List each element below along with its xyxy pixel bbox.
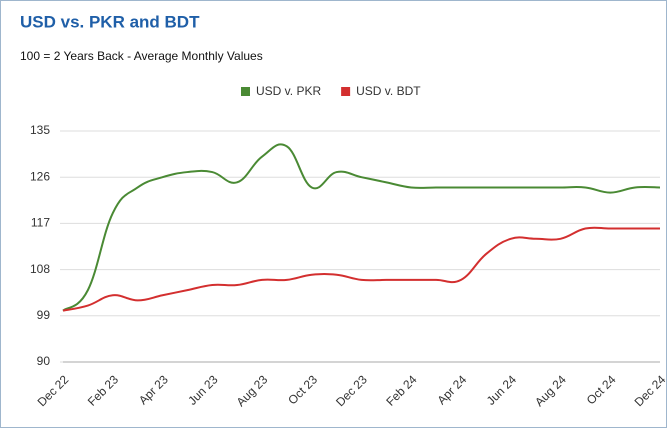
line xyxy=(62,226,661,312)
legend-swatch xyxy=(241,87,250,96)
y-tick-label: 90 xyxy=(37,354,51,368)
line xyxy=(62,143,661,312)
legend-label: USD v. BDT xyxy=(356,84,421,98)
chart-title: USD vs. PKR and BDT xyxy=(20,12,200,31)
y-tick-label: 126 xyxy=(30,169,50,183)
y-tick-label: 108 xyxy=(30,262,50,276)
y-tick-label: 117 xyxy=(31,216,50,230)
chart-subtitle: 100 = 2 Years Back - Average Monthly Val… xyxy=(20,49,263,63)
y-tick-label: 135 xyxy=(30,123,50,137)
y-tick-label: 99 xyxy=(37,308,51,322)
legend-label: USD v. PKR xyxy=(256,84,321,98)
legend-swatch xyxy=(341,87,351,96)
